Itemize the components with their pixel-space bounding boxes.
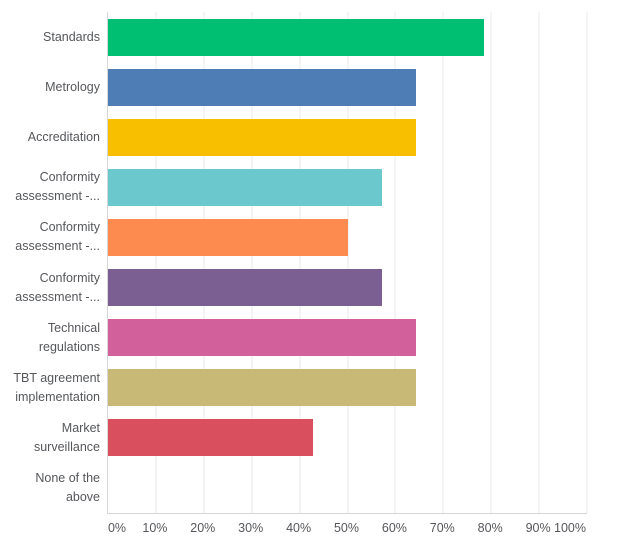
category-label: Conformity assessment -... — [15, 170, 100, 204]
bar — [108, 369, 416, 407]
category-label: TBT agreement implementation — [13, 370, 100, 404]
x-axis-tick-label: 80% — [477, 521, 503, 535]
category-label: Conformity assessment -... — [15, 220, 100, 254]
x-axis-tick-label: 30% — [238, 521, 264, 535]
bar-row — [108, 62, 587, 112]
gridline — [490, 12, 492, 513]
category-label: Metrology — [45, 79, 100, 94]
x-axis-tick-label: 0% — [107, 521, 127, 535]
gridline — [251, 12, 253, 513]
y-axis-category-labels: Standards Metrology Accreditation Conformit… — [10, 12, 100, 513]
bar-row — [108, 363, 587, 413]
bar — [108, 218, 348, 256]
bar — [108, 68, 416, 106]
x-axis-tick-label: 70% — [429, 521, 455, 535]
bar-row — [108, 262, 587, 312]
plot-area — [107, 12, 588, 514]
bar-rows — [108, 12, 587, 513]
x-axis-tick-label: 50% — [333, 521, 360, 535]
gridline — [155, 12, 157, 513]
gridline — [538, 12, 540, 513]
bar — [108, 168, 382, 206]
category-label: Accreditation — [27, 129, 100, 144]
gridline — [203, 12, 205, 513]
bar-row — [108, 313, 587, 363]
bar — [108, 319, 416, 357]
category-label: Technical regulations — [38, 320, 100, 354]
x-axis: 0% 10% 20% 30% 40% 50% 60% 70% 80% 90% 100% — [107, 521, 586, 539]
x-axis-tick-label: 60% — [381, 521, 407, 535]
gridline — [586, 12, 588, 513]
x-axis-tick-label: 20% — [190, 521, 216, 535]
bar-row — [108, 463, 587, 513]
category-label: Conformity assessment -... — [15, 270, 100, 304]
bar — [108, 419, 314, 457]
x-axis-tick-label: 40% — [286, 521, 312, 535]
bar-row — [108, 413, 587, 463]
bar-row — [108, 162, 587, 212]
x-axis-tick-label: 90% — [525, 521, 551, 535]
gridline — [347, 12, 348, 513]
category-label: None of the above — [35, 470, 100, 504]
bar — [108, 118, 416, 156]
x-axis-tick-label: 10% — [142, 521, 168, 535]
x-axis-tick-label: 100% — [554, 521, 586, 535]
bar-row — [108, 212, 587, 262]
bar — [108, 269, 382, 307]
gridline — [394, 12, 396, 513]
gridline — [299, 12, 301, 513]
category-label: Standards — [43, 29, 100, 44]
bar — [108, 18, 485, 56]
bar-row — [108, 112, 587, 162]
gridline — [442, 12, 444, 513]
bar-row — [108, 12, 587, 62]
category-label: Market surveillance — [33, 420, 100, 454]
